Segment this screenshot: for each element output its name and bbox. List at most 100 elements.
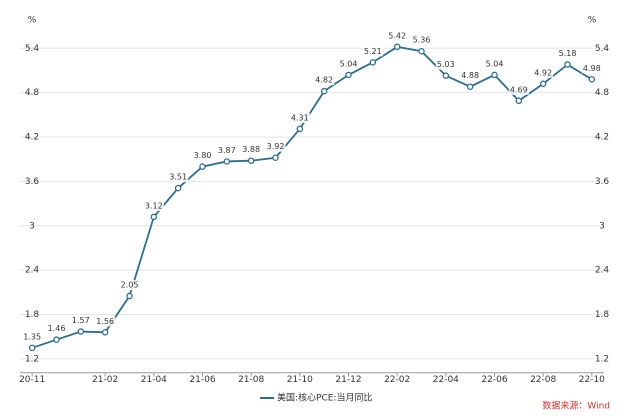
point (491, 71, 498, 79)
y-unit: % (28, 16, 37, 26)
value-label: 4.82 (315, 76, 333, 85)
x-tick-label: 22-06 (481, 375, 507, 385)
value-label: 5.04 (486, 59, 504, 68)
point (101, 329, 109, 336)
label-bg (557, 48, 578, 59)
point (272, 154, 279, 161)
label-bg (460, 70, 481, 81)
label-bg (192, 150, 213, 161)
point (247, 157, 255, 164)
value-label: 1.57 (72, 316, 90, 325)
label-bg (435, 59, 456, 70)
label-bg (46, 323, 67, 334)
value-label: 4.88 (461, 71, 479, 80)
value-label: 1.35 (23, 332, 41, 341)
label-bg (338, 58, 359, 69)
y2-tick-label: 2.4 (595, 266, 610, 276)
label-bg (387, 30, 408, 41)
y-tick-label: 3.6 (25, 177, 40, 187)
label-bg (411, 35, 432, 46)
y-tick-label: 1.2 (25, 354, 39, 364)
point (174, 184, 182, 192)
label-bg (533, 67, 554, 78)
label-bg (508, 84, 529, 95)
label-bg (216, 145, 237, 156)
x-tick-label: 21-08 (238, 375, 264, 385)
y-tick-label: 2.4 (25, 266, 40, 276)
point (126, 292, 133, 300)
value-label: 3.51 (169, 173, 187, 182)
value-label: 4.98 (583, 64, 601, 73)
value-label: 5.18 (559, 49, 577, 58)
label-bg (289, 112, 310, 123)
value-label: 5.36 (413, 36, 431, 45)
label-bg (119, 280, 140, 291)
point (588, 76, 596, 83)
x-tick-label: 22-10 (579, 375, 605, 385)
y-tick-label: 3 (29, 221, 35, 231)
series-line (31, 45, 593, 349)
point (393, 43, 401, 51)
x-tick-label: 22-02 (384, 375, 410, 385)
x-tick-label: 22-04 (433, 375, 459, 385)
label-bg (314, 75, 335, 86)
label-bg (143, 200, 164, 211)
label-bg (168, 172, 189, 183)
value-label: 1.46 (48, 324, 66, 333)
value-label: 3.87 (218, 146, 236, 155)
source: 数据来源：Wind (542, 400, 610, 412)
point (199, 163, 206, 170)
point (53, 336, 60, 343)
point (418, 47, 425, 55)
point (223, 158, 231, 165)
label-bg (70, 315, 91, 326)
x-tick-label: 21-02 (92, 375, 118, 385)
point (320, 87, 328, 95)
value-label: 3.88 (242, 145, 260, 154)
y-tick-label: 4.2 (25, 133, 39, 143)
x-tick-label: 21-12 (335, 375, 361, 385)
label-bg (265, 141, 286, 152)
legend-label: 美国:核心PCE:当月同比 (277, 392, 372, 404)
x-tick-label: 22-08 (530, 375, 556, 385)
value-label: 5.04 (340, 59, 358, 68)
value-label: 3.92 (267, 142, 285, 151)
label-bg (22, 331, 43, 342)
value-label: 4.92 (534, 68, 552, 77)
x-tick-label: 20-11 (19, 375, 45, 385)
point (539, 80, 547, 88)
point (369, 59, 377, 66)
point (515, 97, 523, 105)
value-label: 5.03 (437, 60, 455, 69)
value-label: 2.05 (121, 281, 139, 290)
point (28, 344, 36, 352)
value-label: 4.31 (291, 113, 309, 122)
y2-tick-label: 1.2 (595, 354, 609, 364)
value-label: 4.69 (510, 85, 528, 94)
y2-tick-label: 5.4 (595, 44, 610, 54)
label-bg (362, 46, 383, 57)
y2-tick-label: 3 (599, 221, 605, 231)
point (564, 61, 571, 68)
point (296, 125, 304, 133)
x-tick-label: 21-10 (287, 375, 313, 385)
value-label: 5.21 (364, 47, 382, 56)
y2-tick-label: 1.8 (595, 310, 610, 320)
point (345, 71, 352, 79)
y2-tick-label: 3.6 (595, 177, 610, 187)
y2-tick-label: 4.2 (595, 133, 609, 143)
label-bg (484, 58, 505, 69)
value-label: 5.42 (388, 31, 406, 40)
point (466, 83, 474, 90)
y2-unit: % (588, 16, 597, 26)
value-label: 1.56 (96, 317, 114, 326)
x-tick-label: 21-06 (189, 375, 215, 385)
label-bg (95, 316, 116, 327)
y-tick-label: 4.8 (25, 88, 40, 98)
x-tick-label: 21-04 (141, 375, 167, 385)
y2-tick-label: 4.8 (595, 88, 610, 98)
value-label: 3.80 (194, 151, 212, 160)
label-bg (581, 63, 602, 74)
value-label: 3.12 (145, 201, 163, 210)
